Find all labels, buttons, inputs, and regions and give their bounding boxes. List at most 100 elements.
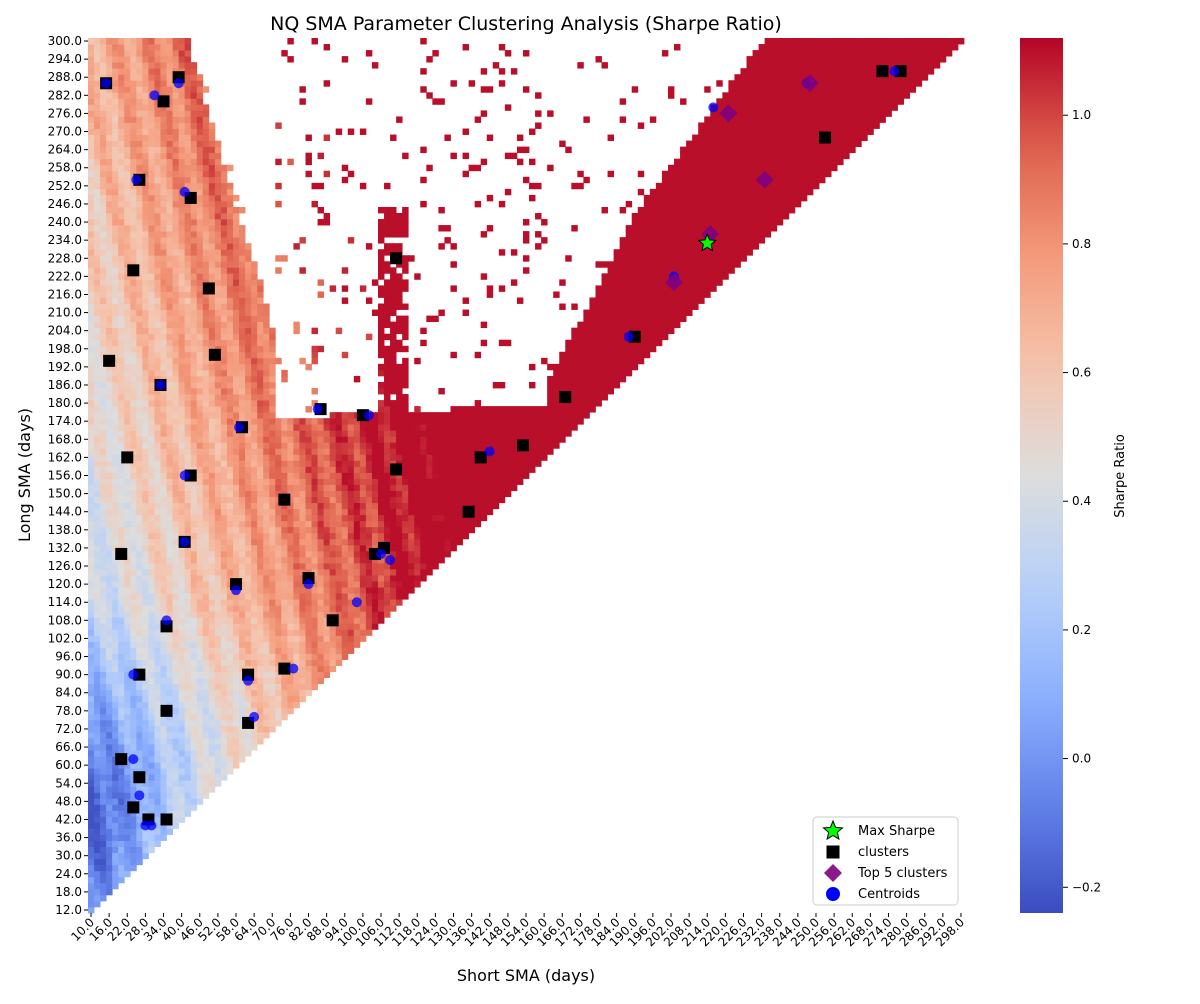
heatmap-cell	[124, 738, 131, 745]
heatmap-cell	[100, 544, 107, 552]
heatmap-cell	[154, 756, 161, 763]
heatmap-cell	[112, 508, 119, 516]
heatmap-cell	[94, 647, 101, 654]
heatmap-cell	[130, 683, 137, 691]
heatmap-cell	[202, 418, 210, 425]
heatmap-cell	[257, 599, 264, 606]
heatmap-cell	[166, 569, 173, 576]
heatmap-cell	[190, 762, 198, 769]
heatmap-cell	[251, 689, 258, 697]
heatmap-cell	[172, 786, 180, 793]
heatmap-cell	[100, 188, 107, 196]
heatmap-cell	[172, 86, 180, 93]
heatmap-cell	[118, 780, 125, 787]
heatmap-cell	[130, 436, 137, 443]
heatmap-cell	[196, 261, 204, 268]
heatmap-cell	[232, 231, 240, 238]
heatmap-cell	[154, 738, 161, 745]
heatmap-cell	[384, 357, 391, 365]
heatmap-cell	[112, 388, 119, 395]
heatmap-cell	[136, 219, 143, 226]
heatmap-cell	[299, 496, 306, 504]
heatmap-cell	[148, 593, 155, 600]
heatmap-cell	[94, 267, 101, 274]
heatmap-cell	[100, 556, 107, 564]
heatmap-cell	[136, 68, 143, 75]
heatmap-cell	[136, 237, 143, 244]
heatmap-cell	[371, 508, 379, 516]
heatmap-cell	[426, 92, 433, 99]
heatmap-cell	[305, 460, 312, 467]
heatmap-cell	[172, 291, 180, 298]
heatmap-cell	[311, 653, 318, 660]
heatmap-cell	[245, 635, 252, 642]
heatmap-cell	[232, 243, 240, 250]
heatmap-cell	[226, 219, 234, 226]
heatmap-cell	[251, 279, 258, 286]
heatmap-cell	[172, 351, 180, 359]
heatmap-cell	[384, 575, 391, 582]
heatmap-cell	[94, 110, 101, 117]
heatmap-cell	[106, 641, 113, 648]
heatmap-cell	[408, 520, 415, 528]
heatmap-cell	[184, 140, 192, 148]
heatmap-cell	[184, 369, 192, 377]
heatmap-cell	[106, 544, 113, 552]
heatmap-cell	[184, 653, 192, 660]
heatmap-cell	[220, 418, 228, 425]
heatmap-cell	[136, 611, 143, 618]
heatmap-cell	[124, 472, 131, 479]
heatmap-cell	[166, 56, 173, 63]
heatmap-cell	[202, 448, 210, 455]
heatmap-cell	[257, 406, 264, 413]
heatmap-cell	[100, 273, 107, 280]
heatmap-cell	[341, 581, 349, 588]
heatmap-cell	[263, 490, 270, 498]
heatmap-cell	[142, 249, 149, 256]
heatmap-cell	[148, 182, 155, 190]
heatmap-cell	[142, 526, 149, 534]
heatmap-cell	[88, 412, 95, 419]
heatmap-cell	[396, 496, 403, 504]
heatmap-cell	[257, 424, 264, 431]
heatmap-cell	[130, 206, 137, 214]
heatmap-cell	[251, 738, 258, 745]
heatmap-cell	[251, 665, 258, 673]
heatmap-cell	[305, 170, 312, 178]
heatmap-cell	[124, 436, 131, 443]
heatmap-cell	[118, 363, 125, 371]
heatmap-cell	[214, 369, 222, 377]
heatmap-cell	[184, 213, 192, 220]
heatmap-cell	[347, 575, 355, 582]
heatmap-cell	[287, 472, 294, 479]
heatmap-cell	[142, 611, 149, 618]
heatmap-cell	[365, 98, 373, 105]
heatmap-cell	[100, 86, 107, 93]
heatmap-cell	[160, 140, 167, 148]
heatmap-cell	[329, 575, 337, 582]
heatmap-cell	[178, 701, 186, 709]
heatmap-cell	[347, 237, 355, 244]
heatmap-cell	[214, 213, 222, 220]
heatmap-cell	[293, 430, 300, 437]
heatmap-cell	[359, 629, 367, 636]
heatmap-cell	[251, 647, 258, 654]
heatmap-cell	[414, 514, 421, 522]
heatmap-cell	[414, 569, 421, 576]
heatmap-cell	[88, 273, 95, 280]
heatmap-cell	[251, 569, 258, 576]
heatmap-cell	[257, 297, 264, 304]
heatmap-cell	[130, 333, 137, 341]
heatmap-cell	[365, 436, 373, 443]
heatmap-cell	[154, 122, 161, 129]
heatmap-cell	[178, 550, 186, 558]
heatmap-cell	[196, 768, 204, 775]
heatmap-cell	[275, 538, 282, 546]
heatmap-cell	[239, 563, 246, 570]
heatmap-cell	[220, 641, 228, 648]
heatmap-cell	[329, 569, 337, 576]
heatmap-cell	[408, 569, 415, 576]
heatmap-cell	[220, 502, 228, 510]
heatmap-cell	[100, 424, 107, 431]
heatmap-cell	[263, 424, 270, 431]
